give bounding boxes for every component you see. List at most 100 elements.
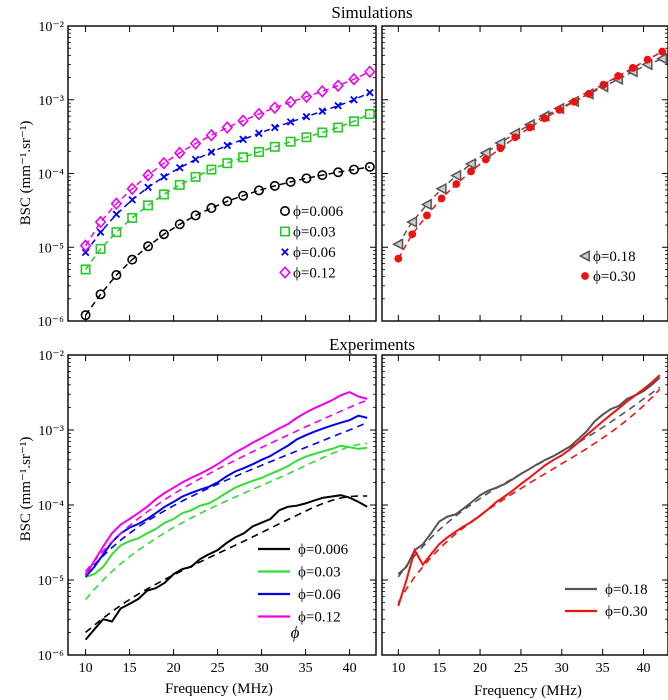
- panel-sim-left: 10⁻⁶ 10⁻⁵ 10⁻⁴ 10⁻³ 10⁻² ϕ=0.006 ϕ=0.03 ϕ=0.06 ϕ…: [38, 20, 377, 330]
- y-tick-label: 10⁻³: [38, 424, 64, 439]
- data-point: [143, 200, 154, 211]
- data-point: [81, 248, 90, 257]
- fit-line-0: [84, 166, 370, 316]
- plot-area: [397, 374, 661, 607]
- data-point: [95, 289, 106, 300]
- legend-label: ϕ=0.30: [605, 604, 648, 620]
- data-point: [364, 109, 375, 120]
- fit-line: [85, 421, 368, 575]
- legend-label: ϕ=0.30: [593, 269, 636, 285]
- data-point: [112, 210, 121, 219]
- data-point: [366, 88, 374, 97]
- data-point: [394, 254, 403, 263]
- data-point: [285, 136, 296, 147]
- data-point: [158, 156, 170, 170]
- data-point: [270, 123, 279, 132]
- fit-line: [84, 442, 368, 601]
- measured-line: [84, 494, 368, 641]
- y-tick-label: 10⁻⁵: [38, 574, 64, 589]
- y-tick-label: 10⁻²: [38, 349, 64, 364]
- data-point: [190, 210, 201, 221]
- data-point: [479, 146, 491, 159]
- data-point: [238, 190, 249, 201]
- data-point: [223, 141, 232, 150]
- data-point: [158, 189, 169, 200]
- data-point: [110, 197, 123, 211]
- data-point: [255, 129, 263, 138]
- data-point: [175, 163, 184, 172]
- data-point: [570, 97, 578, 106]
- data-point: [174, 219, 185, 230]
- legend-label: ϕ=0.12: [293, 266, 336, 282]
- data-point: [420, 198, 432, 211]
- data-point: [464, 157, 477, 170]
- data-point: [496, 144, 505, 153]
- x-tick-label: 30: [255, 661, 269, 676]
- fit-line: [397, 386, 661, 578]
- data-point: [392, 238, 404, 251]
- data-point: [511, 133, 520, 142]
- y-tick-label: 10⁻³: [38, 94, 64, 109]
- data-point: [285, 176, 296, 187]
- data-point: [269, 180, 280, 191]
- fit-line-3: [84, 71, 371, 247]
- data-point: [111, 270, 122, 281]
- x-tick-label: 10: [391, 661, 405, 676]
- data-point: [94, 215, 107, 229]
- data-point: [127, 212, 138, 223]
- legend-label: ϕ=0.18: [593, 249, 636, 265]
- data-point: [599, 80, 608, 89]
- data-point: [333, 122, 344, 133]
- data-point: [269, 101, 281, 115]
- legend-marker: [281, 248, 289, 256]
- data-point: [450, 169, 462, 182]
- data-point: [408, 230, 417, 239]
- legend-marker: [578, 250, 590, 262]
- data-point: [143, 241, 154, 252]
- measured-line: [84, 414, 368, 578]
- data-point: [423, 211, 431, 220]
- data-point: [96, 228, 105, 237]
- legend-marker: [279, 206, 290, 217]
- data-point: [127, 254, 138, 265]
- data-point: [207, 148, 216, 156]
- measured-line: [397, 374, 661, 607]
- data-point: [95, 243, 106, 254]
- fit-line-1: [84, 113, 371, 270]
- x-axis-label-right: Frequency (MHz): [474, 683, 582, 699]
- x-tick-label: 15: [123, 661, 137, 676]
- data-point: [237, 114, 249, 128]
- row-title-experiments: Experiments: [329, 335, 415, 354]
- plot-area: [79, 65, 376, 321]
- legend-label: ϕ=0.006: [293, 204, 344, 220]
- legend-label: ϕ=0.006: [298, 542, 349, 558]
- legend-marker: [279, 266, 291, 279]
- data-point: [206, 164, 217, 175]
- data-point: [301, 132, 312, 143]
- data-point: [238, 152, 249, 163]
- data-point: [317, 170, 328, 181]
- data-point: [222, 196, 233, 207]
- data-point: [437, 194, 446, 203]
- data-point: [317, 127, 328, 138]
- data-point: [348, 164, 359, 175]
- fit-line: [84, 399, 368, 573]
- data-point: [286, 118, 295, 126]
- data-point: [128, 195, 137, 204]
- data-point: [190, 171, 201, 182]
- data-point: [481, 155, 490, 164]
- row-title-simulations: Simulations: [331, 3, 412, 22]
- data-point: [628, 64, 637, 72]
- legend-label: ϕ=0.03: [293, 225, 336, 241]
- legend-label: ϕ=0.06: [298, 587, 341, 603]
- data-point: [173, 146, 186, 160]
- data-point: [643, 55, 652, 64]
- data-point: [269, 141, 280, 152]
- data-point: [284, 95, 297, 109]
- stray-phi-annotation: ϕ: [291, 623, 300, 642]
- y-tick-label: 10⁻⁵: [38, 241, 64, 256]
- measured-line: [85, 444, 368, 578]
- panels: 10⁻⁶ 10⁻⁵ 10⁻⁴ 10⁻³ 10⁻² ϕ=0.006 ϕ=0.03 ϕ=0.06 ϕ…: [38, 20, 668, 676]
- data-point: [350, 95, 358, 104]
